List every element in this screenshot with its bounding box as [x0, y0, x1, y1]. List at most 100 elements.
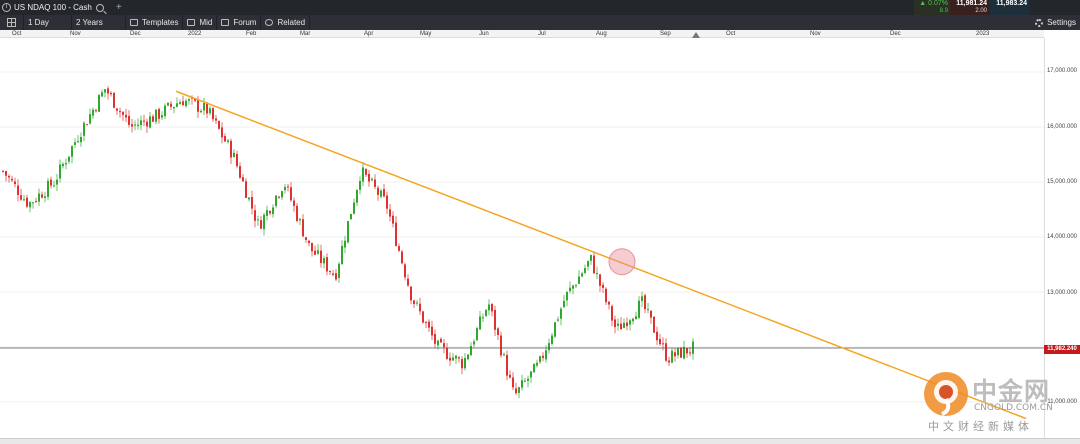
candle-body [554, 322, 556, 337]
bottom-scrollbar[interactable] [0, 438, 1080, 444]
candle-body [677, 348, 679, 356]
candle-body [362, 167, 364, 182]
candle-body [590, 254, 592, 261]
candle-body [353, 202, 355, 214]
candle-body [356, 189, 358, 203]
candle-body [233, 152, 235, 158]
candle-body [245, 181, 247, 199]
candle-body [206, 102, 208, 114]
time-axis[interactable]: Oct Nov Dec 2022 Feb Mar Apr May Jun Jul… [0, 30, 1044, 38]
candle-body [275, 195, 277, 207]
candle-body [41, 194, 43, 198]
candle-body [269, 210, 271, 214]
candle-body [146, 121, 148, 127]
candle-body [14, 181, 16, 185]
candle-body [176, 103, 178, 107]
instrument-title[interactable]: US NDAQ 100 - Cash [14, 3, 92, 12]
candle-body [569, 287, 571, 292]
candle-body [404, 264, 406, 278]
related-icon [265, 19, 274, 26]
candle-body [65, 163, 67, 165]
candle-body [500, 335, 502, 356]
candle-body [440, 338, 442, 343]
candle-body [347, 221, 349, 243]
candle-body [152, 116, 154, 122]
candle-body [197, 100, 199, 112]
candle-body [224, 136, 226, 142]
mid-button[interactable]: Mid [183, 15, 218, 30]
candle-body [494, 309, 496, 330]
range-dropdown[interactable]: 2 Years [72, 15, 126, 30]
candle-body [17, 185, 19, 195]
candle-body [128, 115, 130, 125]
candle-body [485, 310, 487, 316]
candle-body [560, 308, 562, 319]
candle-body [632, 318, 634, 322]
candle-body [212, 108, 214, 120]
interval-label: 1 Day [28, 18, 49, 27]
time-label: 2022 [188, 31, 202, 37]
watermark-domain: CNGOLD.COM.CN [974, 403, 1053, 413]
add-tab-icon[interactable]: + [115, 2, 122, 13]
candle-body [683, 347, 685, 359]
candle-body [536, 362, 538, 366]
price-axis[interactable]: 17,000.000 16,000.000 15,000.000 14,000.… [1044, 38, 1080, 438]
candle-body [311, 242, 313, 252]
candle-body [575, 285, 577, 287]
candle-body [119, 111, 121, 113]
info-icon[interactable]: i [2, 3, 11, 12]
templates-button[interactable]: Templates [126, 15, 184, 30]
scroll-marker-icon[interactable] [692, 31, 700, 38]
time-label: Apr [364, 31, 374, 37]
price-chart[interactable] [0, 38, 1080, 438]
time-label: Oct [726, 31, 736, 37]
candle-body [86, 124, 88, 126]
sell-button[interactable]: 11,981.24 2.00 [950, 0, 990, 15]
settings-button[interactable]: Settings [1035, 15, 1076, 30]
candle-body [266, 210, 268, 216]
candle-body [125, 114, 127, 118]
candle-body [416, 302, 418, 304]
candle-body [50, 179, 52, 186]
candle-body [5, 171, 7, 176]
candle-body [89, 114, 91, 124]
time-label: Jun [479, 31, 489, 37]
related-button[interactable]: Related [261, 15, 311, 30]
candle-body [359, 180, 361, 190]
time-label: Jul [538, 31, 546, 37]
forum-button[interactable]: Forum [217, 15, 262, 30]
search-icon[interactable] [95, 3, 104, 12]
candle-body [437, 340, 439, 346]
candle-body [662, 343, 664, 345]
candle-body [584, 268, 586, 273]
candle-body [98, 95, 100, 112]
price-tick: 15,000.000 [1046, 179, 1077, 185]
candle-body [563, 300, 565, 308]
candle-body [320, 250, 322, 264]
buy-button[interactable]: 11,983.24 [990, 0, 1030, 15]
chart-toolbar: 1 Day 2 Years Templates Mid Forum Relate… [0, 15, 1080, 30]
candle-body [374, 179, 376, 187]
layout-button[interactable] [0, 15, 24, 30]
price-tick: 16,000.000 [1046, 124, 1077, 130]
candle-body [149, 116, 151, 128]
candle-body [74, 142, 76, 145]
candle-body [506, 354, 508, 376]
candle-body [431, 326, 433, 336]
candle-body [95, 110, 97, 112]
candle-body [170, 103, 172, 107]
candle-body [503, 354, 505, 356]
candle-body [71, 146, 73, 157]
change-pct: ▲ 0.07% [919, 0, 948, 7]
candle-body [551, 335, 553, 344]
candle-body [332, 273, 334, 275]
candle-body [671, 350, 673, 363]
interval-dropdown[interactable]: 1 Day [24, 15, 72, 30]
candle-body [260, 220, 262, 229]
candle-body [32, 202, 34, 204]
candle-body [398, 246, 400, 251]
candle-body [608, 301, 610, 305]
time-label: Dec [130, 31, 141, 37]
candle-body [227, 140, 229, 142]
candle-body [659, 338, 661, 345]
